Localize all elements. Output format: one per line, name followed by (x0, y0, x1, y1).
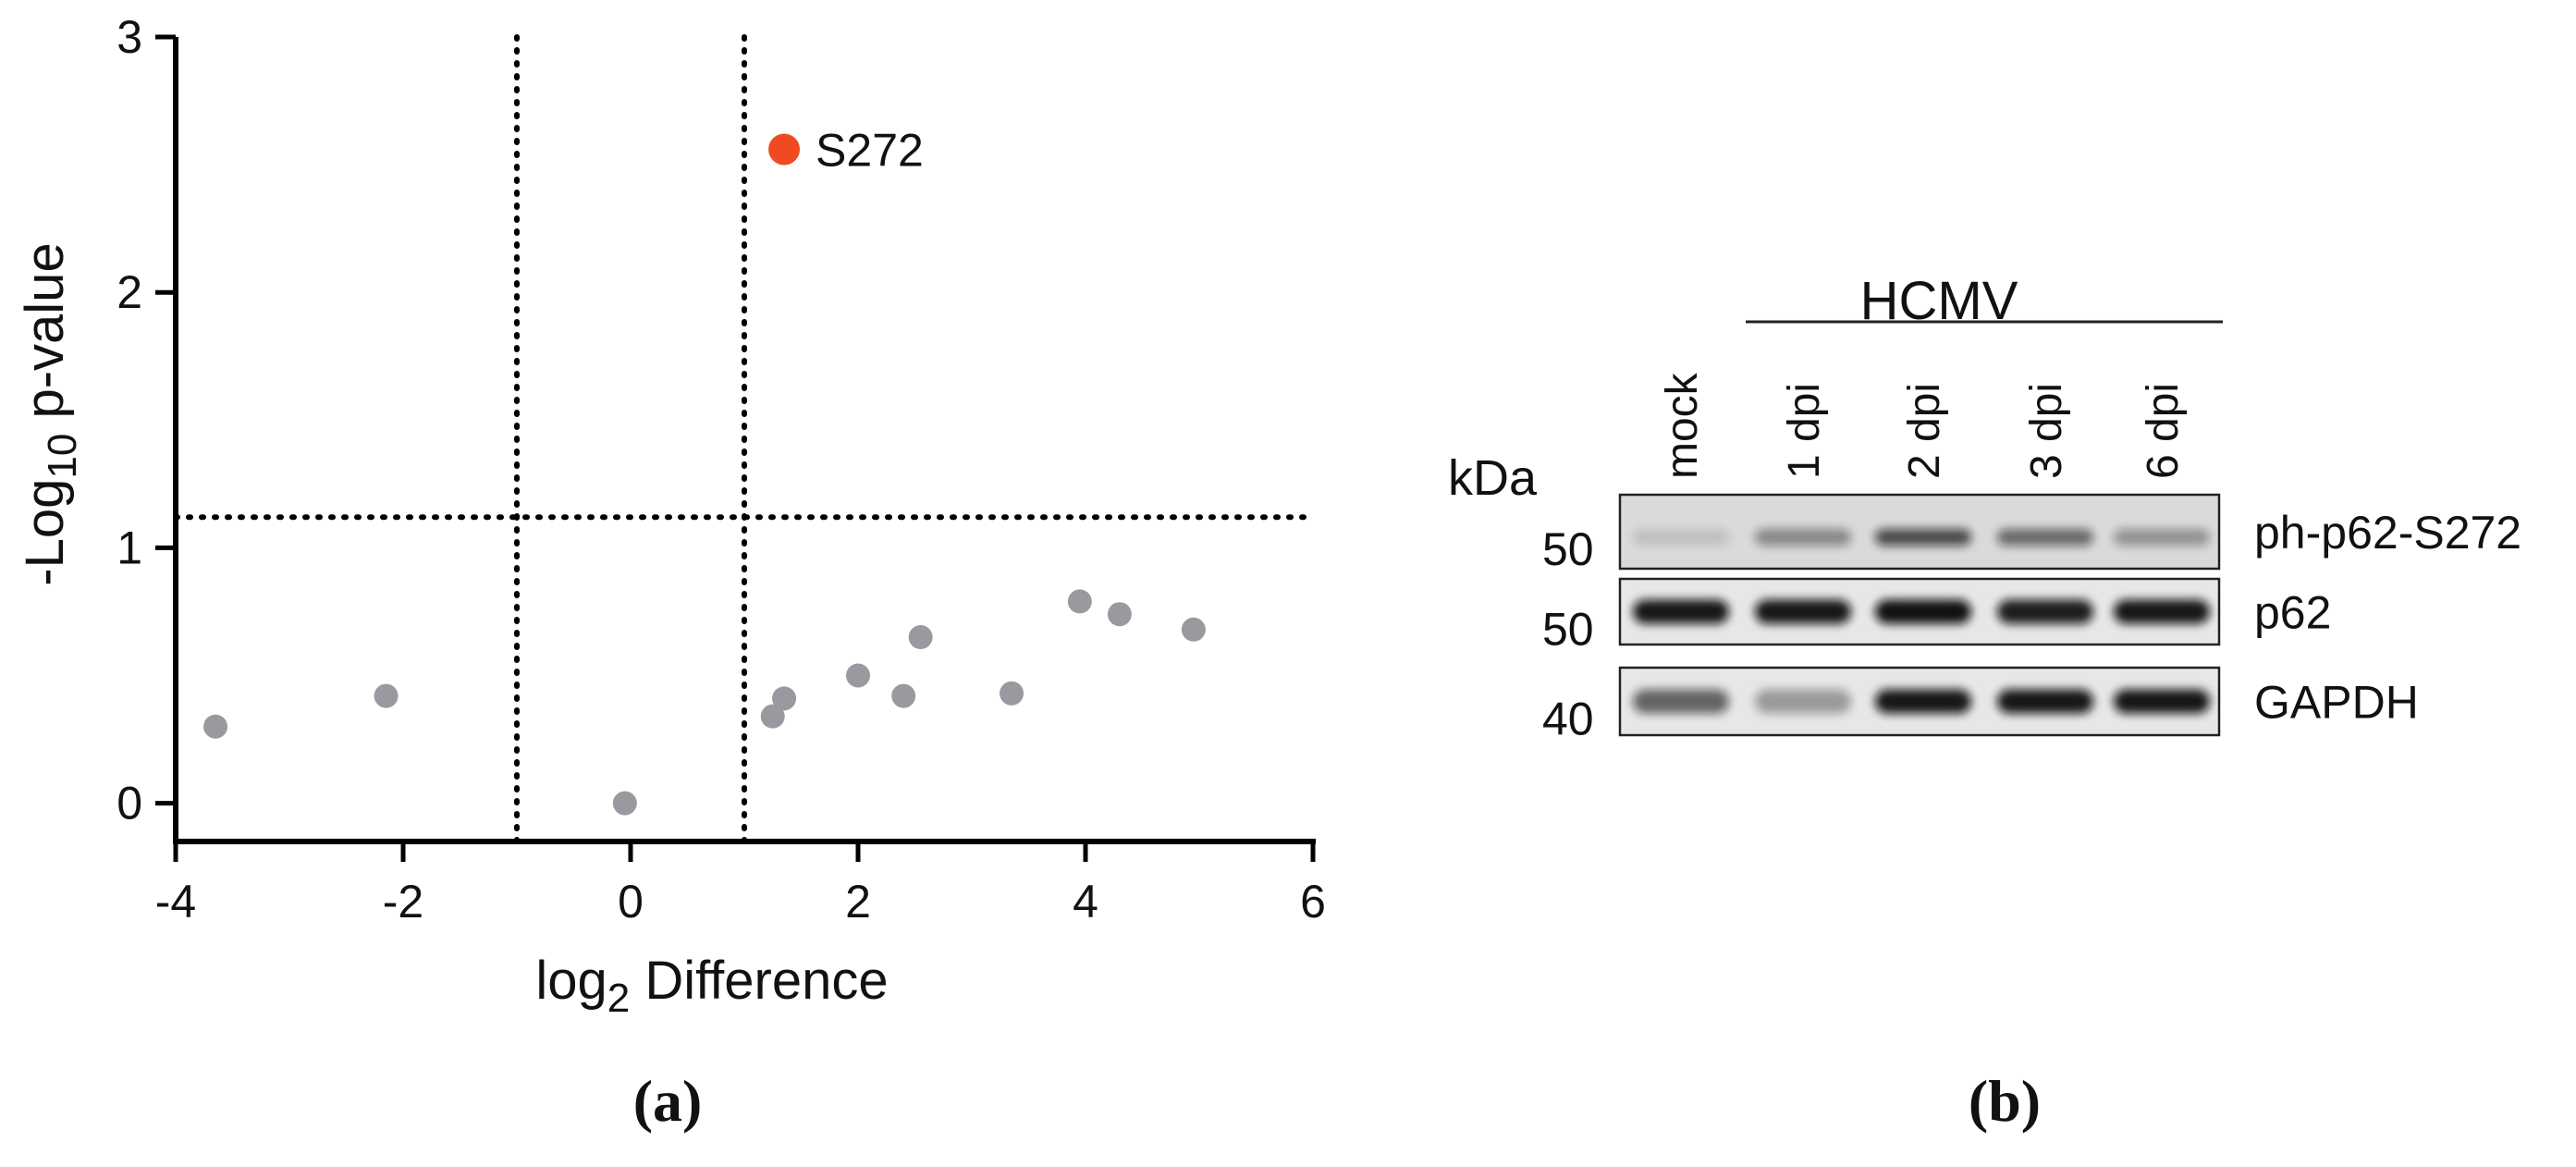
blot-band (1755, 599, 1851, 624)
blot-row-label: ph-p62-S272 (2254, 507, 2521, 559)
x-tick-label: 0 (618, 876, 644, 927)
kda-marker: 40 (1542, 694, 1594, 745)
blot-band (1755, 689, 1851, 714)
x-ticks: -4 -2 0 2 4 6 (155, 841, 1326, 927)
blot-rows: 50 ph-p62-S272 50 p62 40 GAPDH (1542, 493, 2521, 745)
y-tick-label: 1 (117, 522, 142, 573)
y-tick-label: 3 (117, 11, 142, 63)
panel-a-label: (a) (633, 1068, 703, 1134)
blot-band (1633, 689, 1729, 714)
blot-band (1633, 599, 1729, 624)
data-point (1181, 617, 1206, 642)
blot-row-label: p62 (2254, 587, 2331, 639)
data-point (612, 791, 637, 816)
blot-band (1875, 529, 1971, 546)
panel-b-label: (b) (1969, 1068, 2041, 1134)
kda-marker: 50 (1542, 523, 1594, 575)
panel-a-scatter: -4 -2 0 2 4 6 0 1 2 3 S272 log2 Difference -Log1… (15, 11, 1326, 1134)
data-point (1000, 681, 1024, 706)
kda-header: kDa (1448, 450, 1538, 506)
blot-band (2114, 529, 2210, 546)
lane-label: 1 dpi (1780, 383, 1829, 479)
blot-row-label: GAPDH (2254, 677, 2419, 729)
x-tick-label: -4 (155, 876, 196, 927)
y-tick-label: 2 (117, 266, 142, 318)
data-point (846, 663, 870, 688)
y-tick-label: 0 (117, 778, 142, 829)
blot-row: 50 ph-p62-S272 (1542, 493, 2521, 575)
x-tick-label: 2 (845, 876, 871, 927)
data-point (203, 714, 228, 739)
x-tick-label: -2 (383, 876, 423, 927)
kda-marker: 50 (1542, 604, 1594, 656)
data-point (374, 683, 399, 708)
data-point (908, 625, 933, 650)
data-points (203, 133, 1206, 816)
data-point (891, 683, 916, 708)
blot-band (1997, 689, 2093, 714)
blot-band (2114, 689, 2210, 714)
blot-row: 40 GAPDH (1542, 666, 2419, 745)
data-point (1107, 602, 1132, 627)
point-labels: S272 (816, 125, 924, 177)
y-axis-title: -Log10 p-value (15, 242, 85, 585)
x-tick-label: 6 (1300, 876, 1326, 927)
lane-label: 2 dpi (1900, 383, 1949, 479)
blot-band (2114, 599, 2210, 624)
blot-band (1755, 529, 1851, 546)
data-point (772, 686, 797, 711)
blot-row: 50 p62 (1542, 577, 2331, 656)
blot-band (1875, 599, 1971, 624)
panel-b-western-blot: HCMV mock 1 dpi 2 dpi 3 dpi 6 dpi kDa 50 ph-p… (1448, 271, 2521, 1134)
x-axis-title: log2 Difference (535, 951, 888, 1021)
axes (173, 37, 1316, 844)
blot-band (1875, 689, 1971, 714)
y-ticks: 0 1 2 3 (117, 11, 176, 829)
lane-label: 6 dpi (2139, 383, 2188, 479)
data-point (1067, 589, 1092, 614)
threshold-lines (173, 34, 1316, 844)
lane-label: mock (1658, 372, 1707, 479)
highlighted-point (768, 133, 801, 166)
blot-band (1633, 529, 1729, 546)
data-point (760, 704, 785, 729)
x-tick-label: 4 (1073, 876, 1098, 927)
point-label: S272 (816, 125, 924, 177)
blot-band (1997, 599, 2093, 624)
lane-labels: mock 1 dpi 2 dpi 3 dpi 6 dpi (1658, 372, 2188, 479)
blot-band (1997, 529, 2093, 546)
lane-label: 3 dpi (2022, 383, 2071, 479)
